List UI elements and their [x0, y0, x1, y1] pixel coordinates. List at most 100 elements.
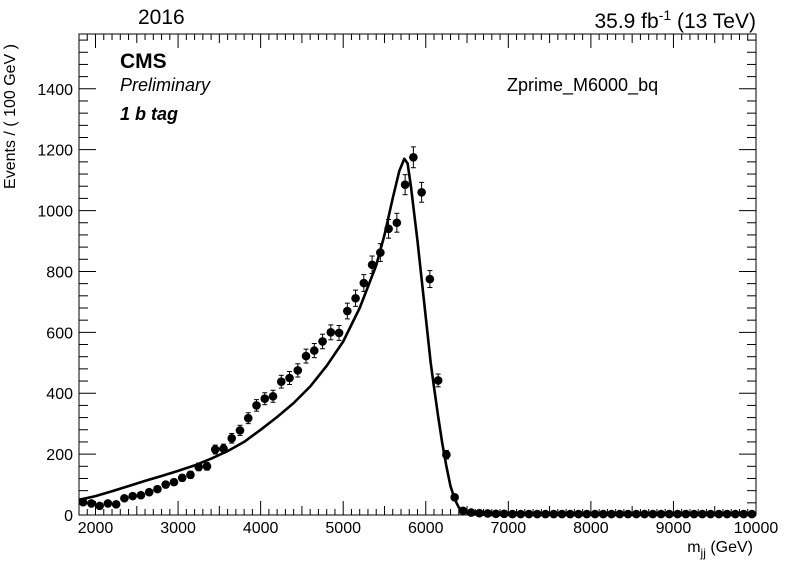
data-point-marker [689, 509, 699, 519]
data-point-marker [227, 433, 237, 443]
data-point [698, 509, 707, 519]
data-point [219, 443, 228, 454]
x-tick-label: 7000 [491, 520, 527, 537]
data-point [499, 509, 509, 519]
x-tick-label: 9000 [656, 520, 692, 537]
data-point-marker [475, 508, 484, 518]
data-point-marker [731, 509, 740, 519]
data-point [252, 399, 261, 412]
data-point [334, 325, 344, 341]
data-point [210, 444, 220, 455]
data-point [417, 181, 426, 203]
data-point [532, 509, 542, 519]
data-point-marker [665, 509, 674, 519]
lumi-exponent: -1 [659, 7, 672, 23]
data-point [475, 508, 484, 518]
data-point [747, 509, 757, 519]
data-point-marker [78, 497, 88, 507]
data-point-marker [202, 461, 212, 471]
data-point-marker [235, 426, 245, 435]
data-point-marker [433, 376, 443, 385]
x-axis-title: mjj (GeV) [687, 539, 753, 560]
data-point [681, 509, 691, 519]
data-point-marker [103, 499, 113, 508]
data-point [227, 432, 237, 444]
year-label: 2016 [138, 6, 185, 29]
data-point [615, 509, 625, 519]
lumi-label: 35.9 fb-1 (13 TeV) [594, 7, 756, 33]
data-point-marker [260, 394, 270, 404]
y-tick-label: 400 [46, 386, 73, 403]
data-point-marker [549, 509, 559, 519]
data-point-marker [384, 224, 393, 234]
data-point-marker [309, 346, 319, 355]
data-point-marker [598, 509, 608, 519]
fit-curve [78, 157, 756, 517]
data-point [351, 289, 360, 307]
data-point [144, 487, 154, 497]
x-tick-label: 10000 [734, 520, 779, 537]
data-point [623, 509, 633, 519]
data-point-marker [252, 401, 261, 410]
data-point [433, 373, 443, 388]
data-point [722, 509, 732, 519]
data-point [169, 477, 179, 487]
y-tick-label: 1000 [37, 204, 73, 221]
data-point-marker [161, 480, 170, 489]
data-point [731, 509, 740, 519]
data-point [153, 484, 162, 494]
y-tick-label: 200 [46, 447, 73, 464]
data-points-group [78, 146, 757, 519]
category-label: 1 b tag [120, 104, 178, 124]
data-point [276, 374, 286, 389]
data-point [376, 243, 385, 263]
data-point [95, 501, 104, 511]
data-point [739, 509, 748, 519]
y-tick-label: 0 [64, 508, 73, 525]
data-point [557, 509, 567, 519]
data-point-marker [169, 477, 179, 487]
data-point [689, 509, 699, 519]
y-tick-label: 1400 [37, 82, 73, 99]
data-point-marker [450, 493, 459, 502]
data-point-marker [417, 188, 426, 197]
data-point-marker [565, 509, 575, 519]
data-point-marker [243, 413, 253, 423]
data-point [235, 424, 245, 436]
data-point [136, 490, 146, 500]
data-point-marker [532, 509, 542, 519]
data-point-marker [483, 509, 492, 518]
data-point [194, 462, 204, 472]
data-point-marker [508, 509, 517, 519]
sample-label: Zprime_M6000_bq [507, 75, 658, 96]
y-axis-title: Events / ( 100 GeV ) [2, 44, 19, 189]
data-point-marker [499, 509, 509, 519]
data-point-marker [392, 218, 402, 228]
lumi-value: 35.9 fb [594, 10, 658, 33]
data-point [582, 509, 592, 519]
data-point [87, 499, 96, 508]
data-point [293, 363, 303, 378]
data-point [516, 509, 526, 519]
data-point [111, 500, 121, 509]
data-point-marker [219, 444, 228, 453]
data-point [483, 509, 492, 518]
data-point [524, 509, 534, 519]
data-point-marker [631, 509, 641, 519]
x-tick-label: 6000 [408, 520, 444, 537]
data-point-marker [136, 490, 146, 500]
data-point [343, 302, 352, 320]
data-point-marker [747, 509, 757, 519]
x-tick-label: 2000 [78, 520, 114, 537]
data-point [714, 509, 724, 519]
data-point [260, 392, 270, 406]
data-point [648, 509, 658, 519]
data-point [508, 509, 517, 519]
data-point [442, 449, 451, 460]
data-point-marker [367, 260, 377, 270]
data-point-marker [153, 484, 162, 494]
data-point [326, 324, 336, 341]
data-point [120, 493, 129, 503]
data-point [590, 509, 600, 519]
